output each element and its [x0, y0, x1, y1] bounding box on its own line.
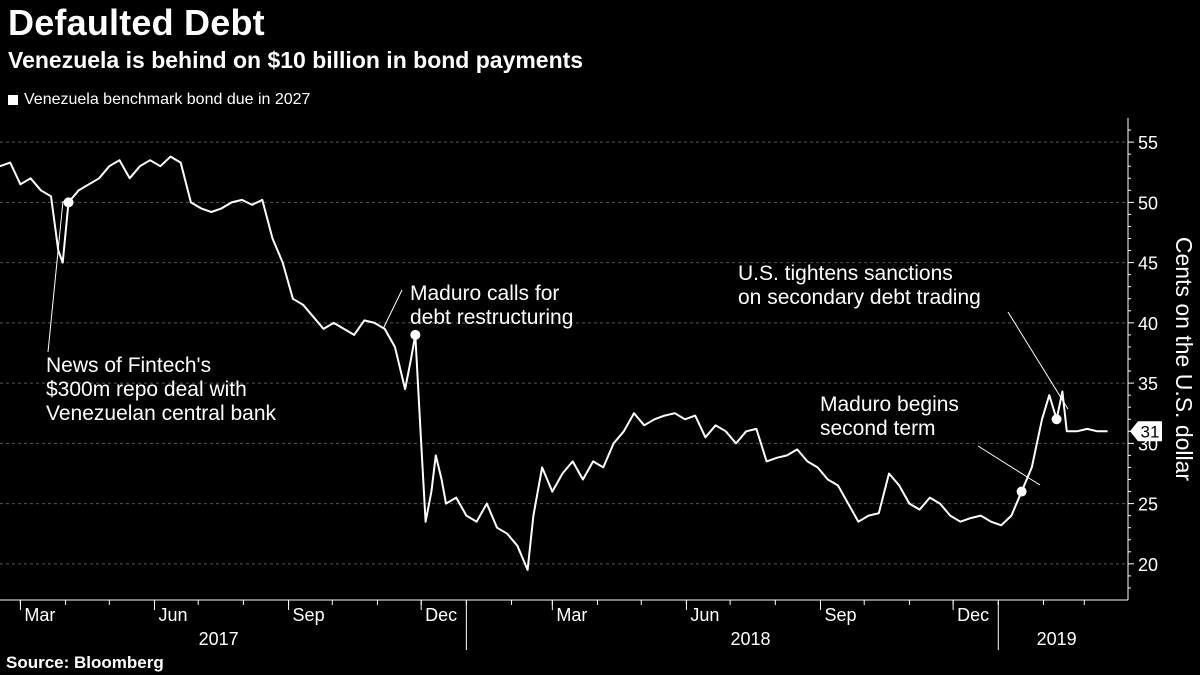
y-tick-label: 35: [1138, 374, 1158, 394]
last-value-label: 31: [1141, 422, 1160, 441]
y-tick-label: 40: [1138, 314, 1158, 334]
annotation-leader: [977, 445, 1041, 486]
x-tick-label: Jun: [158, 605, 187, 625]
annotation-marker: [63, 197, 74, 208]
annotation-text: News of Fintech's: [46, 354, 211, 377]
chart-subtitle: Venezuela is behind on $10 billion in bo…: [8, 47, 584, 73]
annotation-text: debt restructuring: [410, 306, 573, 329]
annotation-text: Maduro calls for: [410, 282, 559, 305]
x-tick-label: Sep: [824, 605, 856, 625]
annotation-text: U.S. tightens sanctions: [738, 262, 953, 285]
legend: Venezuela benchmark bond due in 2027: [8, 91, 310, 109]
annotation-marker: [1016, 486, 1027, 497]
source-note: Source: Bloomberg: [6, 653, 164, 672]
series-line: [0, 155, 1108, 571]
annotation-marker: [410, 329, 421, 340]
annotation-text: $300m repo deal with: [46, 378, 247, 401]
year-label: 2019: [1037, 629, 1077, 649]
legend-swatch: [8, 95, 18, 105]
legend-label: Venezuela benchmark bond due in 2027: [24, 91, 311, 108]
year-label: 2018: [731, 629, 771, 649]
y-tick-label: 50: [1138, 193, 1158, 213]
annotation-marker: [1051, 414, 1062, 425]
annotation-text: on secondary debt trading: [738, 286, 981, 309]
x-tick-label: Jun: [690, 605, 719, 625]
annotation-text: Maduro begins: [820, 393, 959, 416]
last-value-badge: [1130, 421, 1162, 442]
annotation-text: Venezuelan central bank: [46, 402, 277, 425]
x-tick-label: Dec: [957, 605, 989, 625]
y-tick-label: 55: [1138, 133, 1158, 153]
annotation-leader: [1007, 311, 1069, 410]
chart-title: Defaulted Debt: [8, 2, 265, 43]
y-tick-label: 45: [1138, 254, 1158, 274]
x-tick-label: Dec: [425, 605, 457, 625]
annotation-leader: [382, 289, 403, 330]
annotation-text: second term: [820, 417, 936, 440]
y-tick-label: 25: [1138, 495, 1158, 515]
y-tick-label: 20: [1138, 555, 1158, 575]
x-tick-label: Mar: [24, 605, 55, 625]
x-tick-label: Sep: [293, 605, 325, 625]
annotation-leader: [47, 200, 64, 353]
y-axis-title: Cents on the U.S. dollar: [1171, 237, 1197, 482]
x-tick-label: Mar: [556, 605, 587, 625]
year-label: 2017: [199, 629, 239, 649]
